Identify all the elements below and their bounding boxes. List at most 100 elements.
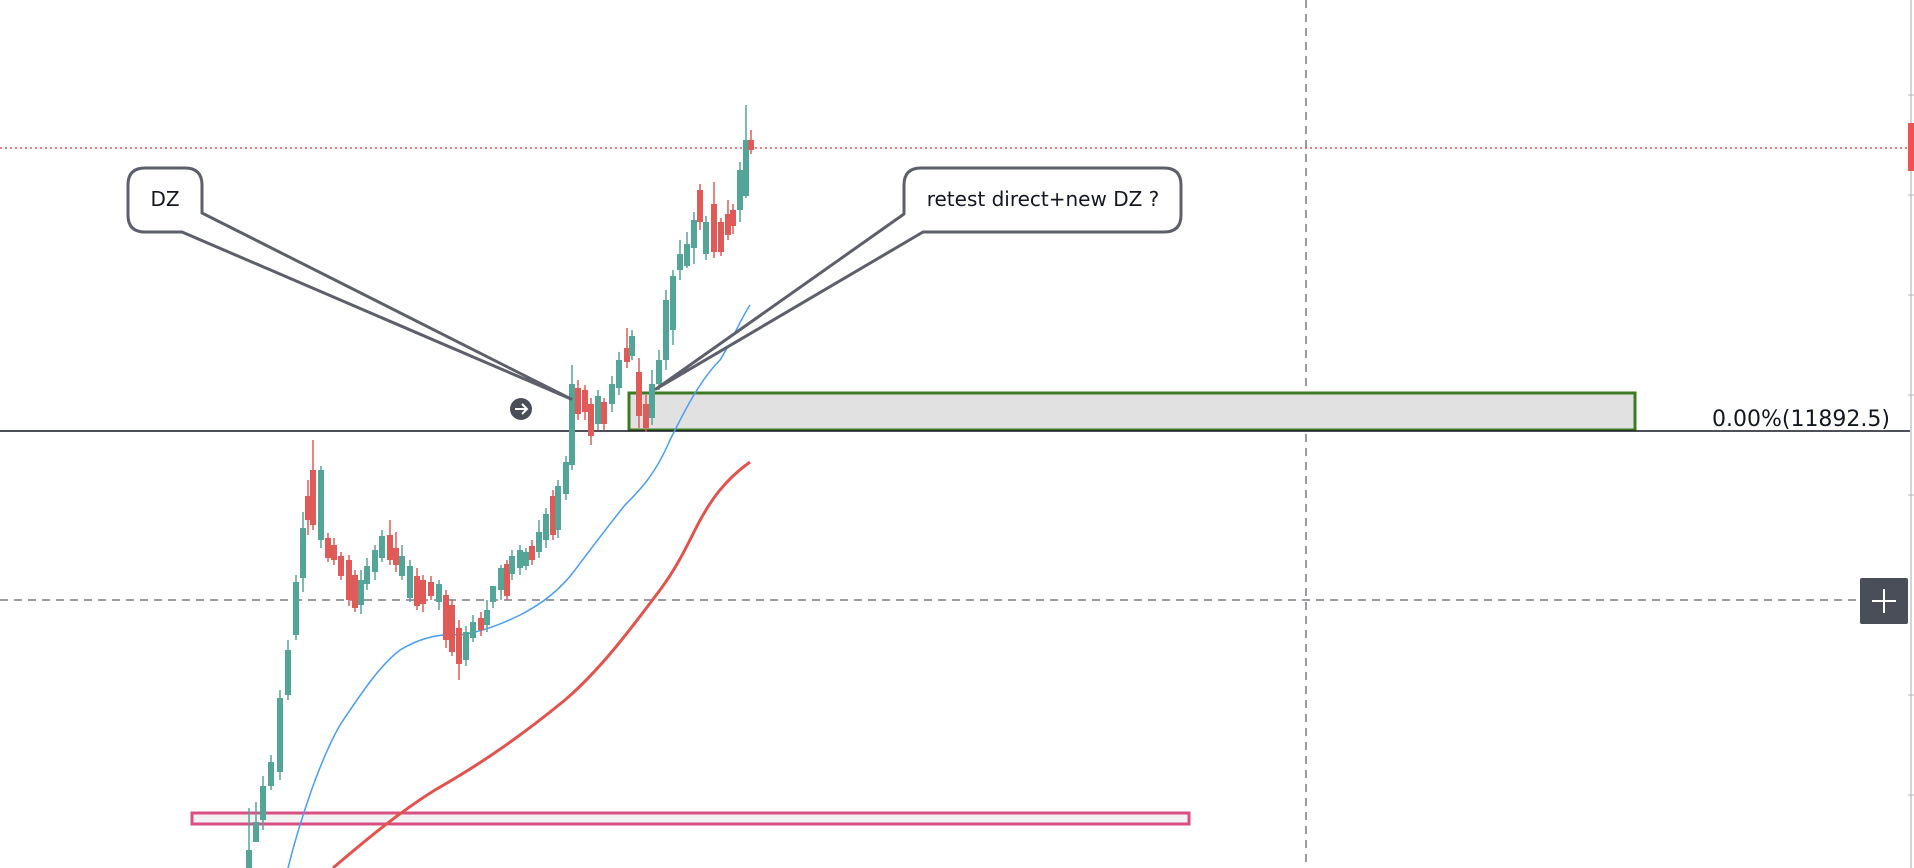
candle[interactable] (449, 600, 455, 656)
candle[interactable] (643, 395, 649, 432)
candle[interactable] (470, 615, 476, 642)
candle-body (517, 550, 523, 568)
candle-body (338, 556, 344, 576)
candle-body (649, 384, 655, 418)
candle-body (737, 170, 743, 210)
candle[interactable] (711, 182, 717, 258)
candle[interactable] (636, 358, 642, 428)
candle[interactable] (697, 184, 703, 230)
candle[interactable] (293, 575, 299, 640)
candle[interactable] (691, 212, 697, 264)
candle[interactable] (393, 532, 399, 572)
candle[interactable] (478, 612, 484, 636)
candle[interactable] (725, 200, 731, 240)
candle[interactable] (656, 350, 662, 390)
candle[interactable] (504, 560, 510, 600)
callout-retest[interactable]: retest direct+new DZ ? (654, 166, 1183, 391)
candle[interactable] (601, 398, 607, 430)
candle[interactable] (509, 550, 515, 580)
candle[interactable] (730, 204, 736, 234)
candlestick-series[interactable] (246, 105, 754, 868)
candle[interactable] (563, 456, 569, 500)
candle[interactable] (490, 586, 496, 608)
candle[interactable] (684, 232, 690, 268)
candle-body (629, 336, 635, 356)
candle[interactable] (588, 398, 594, 445)
candle[interactable] (277, 690, 283, 780)
candle[interactable] (443, 590, 449, 648)
candle[interactable] (364, 558, 370, 590)
candle[interactable] (748, 130, 754, 154)
candle[interactable] (253, 802, 259, 842)
candle-body (346, 560, 352, 600)
candle[interactable] (523, 548, 529, 570)
candle[interactable] (582, 385, 588, 420)
candle[interactable] (414, 568, 420, 610)
candle[interactable] (358, 570, 364, 614)
candle[interactable] (569, 365, 575, 470)
candle-body (393, 548, 399, 565)
candle[interactable] (498, 565, 504, 600)
fib-level-label: 0.00%(11892.5) (1712, 407, 1890, 432)
candle[interactable] (407, 560, 413, 602)
candle-body (300, 528, 306, 578)
demand-zone[interactable] (627, 391, 1637, 432)
candle[interactable] (575, 380, 581, 420)
candle-body (643, 404, 649, 428)
candle[interactable] (300, 512, 306, 592)
candle[interactable] (310, 440, 316, 530)
candle[interactable] (649, 370, 655, 425)
candle[interactable] (325, 533, 331, 562)
candle[interactable] (463, 626, 469, 666)
lower-zone[interactable] (190, 811, 1191, 826)
candle[interactable] (517, 545, 523, 575)
candle[interactable] (285, 640, 291, 700)
candle[interactable] (318, 466, 324, 548)
candle[interactable] (428, 576, 434, 600)
candle[interactable] (616, 352, 622, 395)
candle[interactable] (246, 808, 252, 868)
arrow-right-circle-icon[interactable] (510, 398, 532, 420)
candle[interactable] (399, 545, 405, 580)
candle[interactable] (555, 480, 561, 538)
candle[interactable] (663, 290, 669, 370)
candle[interactable] (436, 580, 442, 610)
candle[interactable] (609, 376, 615, 412)
crosshair-plus-button[interactable] (1860, 578, 1908, 624)
candle-body (684, 244, 690, 266)
candle[interactable] (529, 540, 535, 565)
candle[interactable] (543, 508, 549, 548)
candle[interactable] (420, 575, 426, 612)
candle[interactable] (305, 480, 311, 535)
candle[interactable] (338, 552, 344, 580)
candle[interactable] (677, 240, 683, 280)
candle[interactable] (718, 218, 724, 256)
candle[interactable] (595, 390, 601, 430)
candle[interactable] (629, 330, 635, 360)
candle[interactable] (737, 162, 743, 222)
candle[interactable] (703, 216, 709, 260)
candle[interactable] (352, 570, 358, 612)
candle[interactable] (536, 520, 542, 558)
ma-fast-line[interactable] (287, 304, 751, 868)
candle[interactable] (624, 328, 630, 368)
candle-body (436, 584, 442, 602)
candle[interactable] (484, 600, 490, 632)
candle[interactable] (456, 620, 462, 680)
candle[interactable] (268, 755, 274, 790)
candle-body (504, 564, 510, 596)
candle[interactable] (372, 545, 378, 580)
candle[interactable] (550, 490, 556, 540)
ma-slow-line[interactable] (332, 460, 751, 868)
candle[interactable] (331, 538, 337, 565)
candle-body (285, 650, 291, 695)
candle[interactable] (670, 270, 676, 345)
candle[interactable] (379, 530, 385, 562)
candle[interactable] (260, 776, 266, 830)
callout-dz[interactable]: DZ (126, 166, 573, 401)
candle[interactable] (743, 105, 749, 198)
candle[interactable] (387, 520, 393, 565)
candle-body (253, 822, 259, 842)
candle[interactable] (346, 555, 352, 606)
